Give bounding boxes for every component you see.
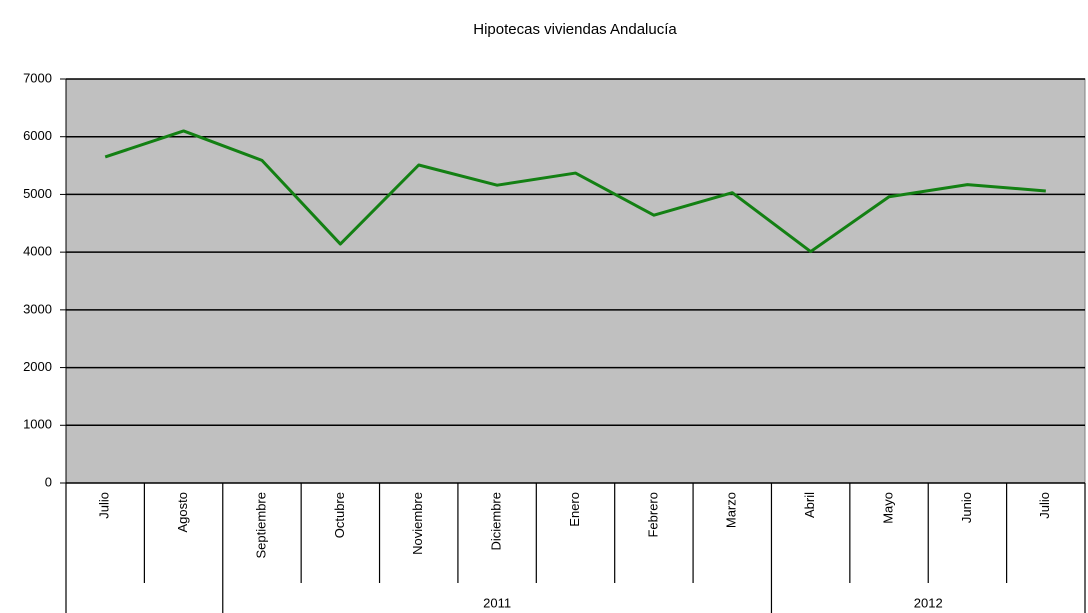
data-line (104, 129, 1046, 254)
plot-area (65, 78, 1086, 484)
x-tick-label: Julio (97, 492, 112, 519)
y-tick-label: 5000 (23, 186, 52, 201)
x-tick-label: Octubre (332, 492, 347, 538)
x-tick-label: Septiembre (253, 492, 268, 558)
x-tick-label: Marzo (724, 492, 739, 528)
y-tick-label: 3000 (23, 301, 52, 316)
y-tick-label: 2000 (23, 359, 52, 374)
group-label: 2011 (483, 595, 511, 610)
x-tick-label: Abril (802, 492, 817, 518)
x-tick-label: Junio (959, 492, 974, 523)
x-tick-label: Diciembre (489, 492, 504, 551)
x-tick-label: Agosto (175, 492, 190, 532)
chart-title: Hipotecas viviendas Andalucía (473, 21, 677, 38)
x-tick-label: Noviembre (410, 492, 425, 555)
y-tick-label: 4000 (23, 244, 52, 259)
y-tick-label: 0 (45, 474, 52, 489)
y-tick-label: 7000 (23, 70, 52, 85)
x-tick-label: Enero (567, 492, 582, 527)
y-tick-label: 1000 (23, 417, 52, 432)
x-tick-label: Febrero (645, 492, 660, 538)
x-tick-label: Julio (1037, 492, 1052, 519)
group-label: 2012 (914, 595, 943, 610)
y-tick-label: 6000 (23, 128, 52, 143)
x-tick-label: Mayo (880, 492, 895, 524)
